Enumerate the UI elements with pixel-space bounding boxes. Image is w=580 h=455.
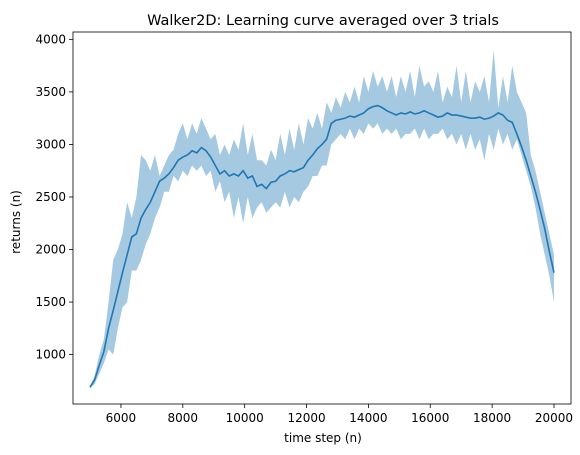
axes-frame [72,31,572,405]
plot-area [89,49,555,389]
y-tick-label: 2500 [35,190,66,204]
y-tick-label: 1500 [35,295,66,309]
mean-line [89,104,555,388]
chart-title: Walker2D: Learning curve averaged over 3… [147,13,499,29]
y-tick-label: 3500 [35,85,66,99]
y-tick-label: 1000 [35,348,66,362]
y-axis-label: returns (n) [9,190,23,254]
x-tick-label: 20000 [535,411,573,425]
y-tick-label: 2000 [35,243,66,257]
x-axis-ticks: 6000 8000 10000 12000 14000 16000 18000 20000 [106,404,573,425]
y-axis-ticks: 1000 1500 2000 2500 3000 3500 4000 [35,32,73,362]
x-tick-label: 16000 [411,411,449,425]
x-tick-label: 6000 [106,411,137,425]
x-tick-label: 18000 [473,411,511,425]
std-band [90,49,554,389]
x-tick-label: 12000 [287,411,325,425]
x-tick-label: 10000 [226,411,264,425]
x-tick-label: 8000 [168,411,199,425]
y-tick-label: 4000 [35,32,66,46]
y-tick-label: 3000 [35,137,66,151]
x-axis-label: time step (n) [284,431,362,445]
x-tick-label: 14000 [349,411,387,425]
